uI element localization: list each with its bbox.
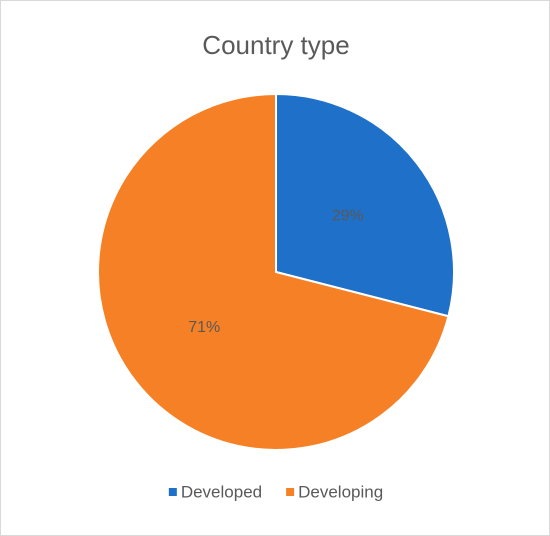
pie-slice — [97, 92, 450, 451]
legend-label: Developing — [298, 482, 383, 501]
legend-swatch — [168, 488, 177, 496]
legend-swatch — [286, 488, 295, 496]
legend: Developed Developing — [168, 482, 383, 501]
data-label: 29% — [332, 208, 364, 225]
legend-label: Developed — [181, 482, 262, 501]
chart-title: Country type — [202, 30, 349, 60]
pie-slice — [275, 92, 455, 318]
data-label: 71% — [188, 319, 220, 336]
